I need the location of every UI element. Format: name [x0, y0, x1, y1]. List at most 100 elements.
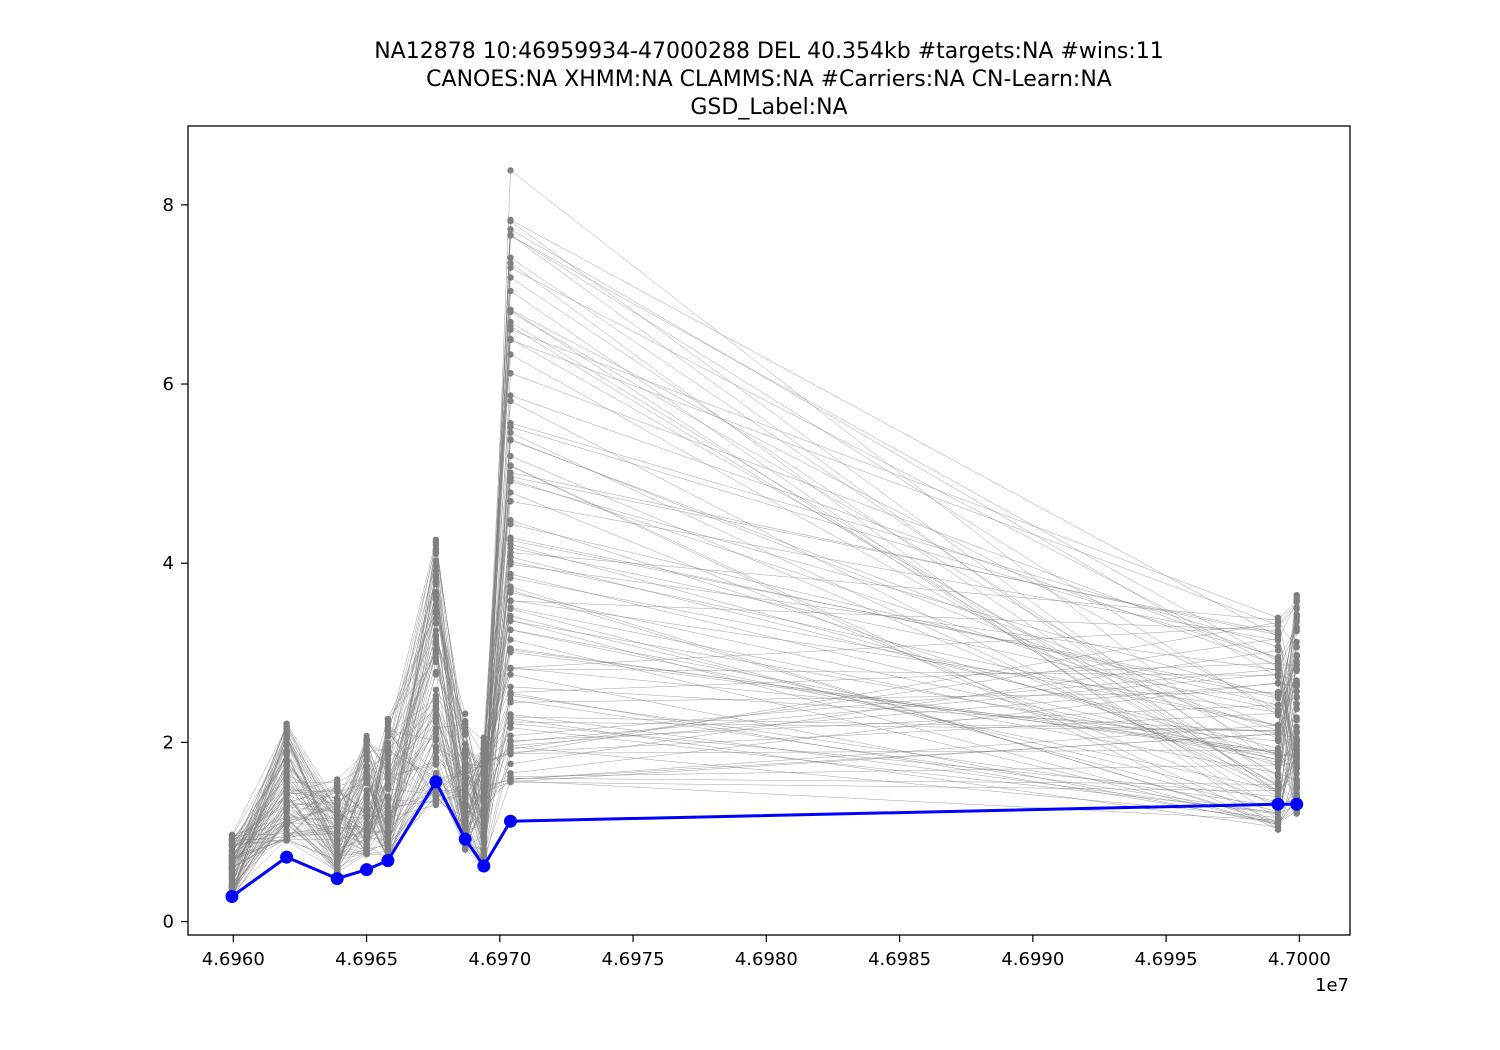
background-point — [480, 840, 487, 847]
background-point — [1293, 666, 1300, 673]
background-point — [507, 586, 514, 594]
background-point — [1293, 677, 1300, 684]
background-point — [1274, 821, 1282, 828]
background-point — [507, 605, 514, 612]
background-point — [462, 801, 469, 808]
background-point — [432, 657, 440, 664]
background-point — [507, 732, 514, 739]
background-point — [507, 561, 514, 568]
background-point — [363, 738, 370, 745]
background-point — [507, 478, 514, 485]
background-point — [507, 699, 514, 706]
background-point — [507, 469, 514, 476]
background-point — [384, 745, 392, 752]
background-point — [507, 742, 514, 749]
background-point — [363, 745, 370, 752]
background-point — [283, 793, 290, 800]
background-point — [1293, 612, 1300, 619]
background-point — [1293, 723, 1300, 730]
background-point — [1293, 705, 1300, 713]
background-point — [1274, 679, 1282, 686]
x-tick-label: 4.6995 — [1135, 949, 1198, 970]
background-point — [283, 798, 290, 805]
background-point — [432, 634, 440, 641]
background-point — [1293, 625, 1300, 633]
background-point — [334, 784, 341, 791]
background-point — [228, 862, 236, 870]
background-point — [1274, 622, 1282, 629]
background-point — [432, 755, 440, 763]
background-point — [283, 836, 290, 843]
background-point — [462, 746, 469, 753]
x-tick-label: 4.6990 — [1001, 949, 1064, 970]
background-point — [507, 264, 514, 271]
background-point — [283, 759, 290, 766]
background-point — [507, 167, 514, 174]
background-point — [384, 718, 392, 725]
background-point — [1274, 752, 1282, 759]
background-point — [363, 779, 370, 787]
background-point — [384, 772, 392, 779]
background-point — [507, 287, 514, 295]
background-point — [1274, 730, 1282, 737]
background-point — [283, 815, 290, 822]
background-point — [507, 226, 514, 233]
background-point — [283, 739, 290, 746]
background-point — [363, 807, 370, 814]
background-point — [1274, 722, 1282, 729]
highlight-point — [504, 814, 517, 828]
chart-title-line-2: CANOES:NA XHMM:NA CLAMMS:NA #Carriers:NA… — [426, 67, 1112, 92]
background-point — [507, 452, 514, 460]
background-point — [283, 722, 290, 730]
background-point — [334, 851, 341, 858]
background-point — [363, 756, 370, 764]
background-point — [432, 615, 440, 622]
background-point — [384, 827, 392, 834]
background-point — [462, 844, 469, 851]
background-point — [432, 706, 440, 713]
background-point — [384, 730, 392, 738]
x-tick-label: 4.6970 — [468, 949, 531, 970]
background-point — [1274, 762, 1282, 770]
background-point — [228, 837, 236, 845]
background-point — [1293, 783, 1300, 791]
x-tick-label: 4.7000 — [1268, 949, 1331, 970]
background-point — [507, 259, 514, 267]
background-point — [334, 841, 341, 849]
background-point — [1274, 627, 1282, 634]
background-point — [432, 545, 440, 552]
background-point — [363, 847, 370, 854]
background-point — [1293, 638, 1300, 646]
background-point — [228, 871, 236, 878]
background-point — [507, 645, 514, 652]
background-point — [480, 848, 487, 856]
background-point — [507, 308, 514, 316]
background-point — [1293, 651, 1300, 659]
x-tick-label: 4.6965 — [335, 949, 398, 970]
background-point — [507, 397, 514, 405]
background-point — [228, 847, 236, 854]
background-point — [363, 834, 370, 841]
background-point — [507, 549, 514, 556]
background-point — [1274, 616, 1282, 624]
background-point — [283, 771, 290, 779]
background-point — [384, 756, 392, 763]
background-point — [1293, 737, 1300, 744]
background-point — [507, 423, 514, 431]
background-point — [507, 254, 514, 261]
background-point — [507, 553, 514, 561]
background-point — [384, 848, 392, 855]
background-point — [334, 779, 341, 786]
highlight-point — [280, 850, 294, 864]
background-point — [507, 351, 514, 358]
background-point — [507, 489, 514, 496]
background-point — [283, 783, 290, 790]
background-point — [228, 831, 236, 838]
background-point — [507, 537, 514, 544]
background-point — [283, 749, 290, 756]
background-point — [334, 830, 341, 837]
background-point — [480, 828, 487, 836]
background-point — [1274, 701, 1282, 709]
background-point — [432, 671, 440, 678]
